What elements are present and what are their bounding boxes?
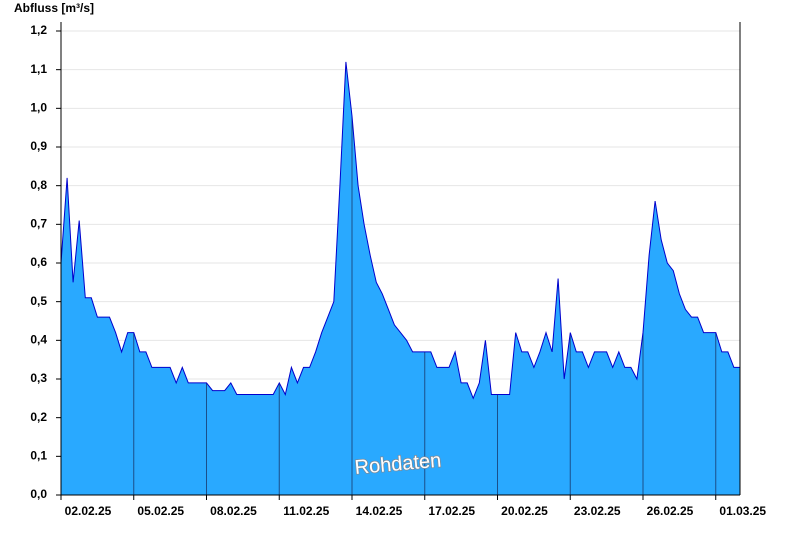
- y-tick-label: 0,2: [30, 410, 47, 424]
- x-tick-label: 05.02.25: [137, 504, 184, 518]
- y-tick-label: 0,1: [30, 449, 47, 463]
- line: [60, 61, 740, 400]
- y-tick-label: 0,3: [30, 371, 47, 385]
- y-tick-label: 0,6: [30, 255, 47, 269]
- x-tick-label: 14.02.25: [356, 504, 403, 518]
- y-axis-label: Abfluss [m³/s]: [14, 1, 94, 15]
- x-tick-label: 23.02.25: [574, 504, 621, 518]
- y-tick-label: 0,4: [30, 333, 47, 347]
- y-tick-label: 0,9: [30, 139, 47, 153]
- x-tick-label: 02.02.25: [65, 504, 112, 518]
- y-tick-label: 0,0: [30, 487, 47, 501]
- y-tick-label: 0,7: [30, 217, 47, 231]
- x-tick-label: 17.02.25: [428, 504, 475, 518]
- y-tick-label: 1,1: [30, 62, 47, 76]
- x-tick-label: 26.02.25: [647, 504, 694, 518]
- x-tick-label: 01.03.25: [719, 504, 766, 518]
- area: [61, 61, 740, 496]
- y-tick-label: 0,8: [30, 178, 47, 192]
- x-tick-label: 08.02.25: [210, 504, 257, 518]
- y-tick-label: 1,0: [30, 101, 47, 115]
- x-tick-label: 20.02.25: [501, 504, 548, 518]
- x-tick-label: 11.02.25: [283, 504, 329, 518]
- y-tick-label: 0,5: [30, 294, 47, 308]
- y-tick-label: 1,2: [30, 23, 47, 37]
